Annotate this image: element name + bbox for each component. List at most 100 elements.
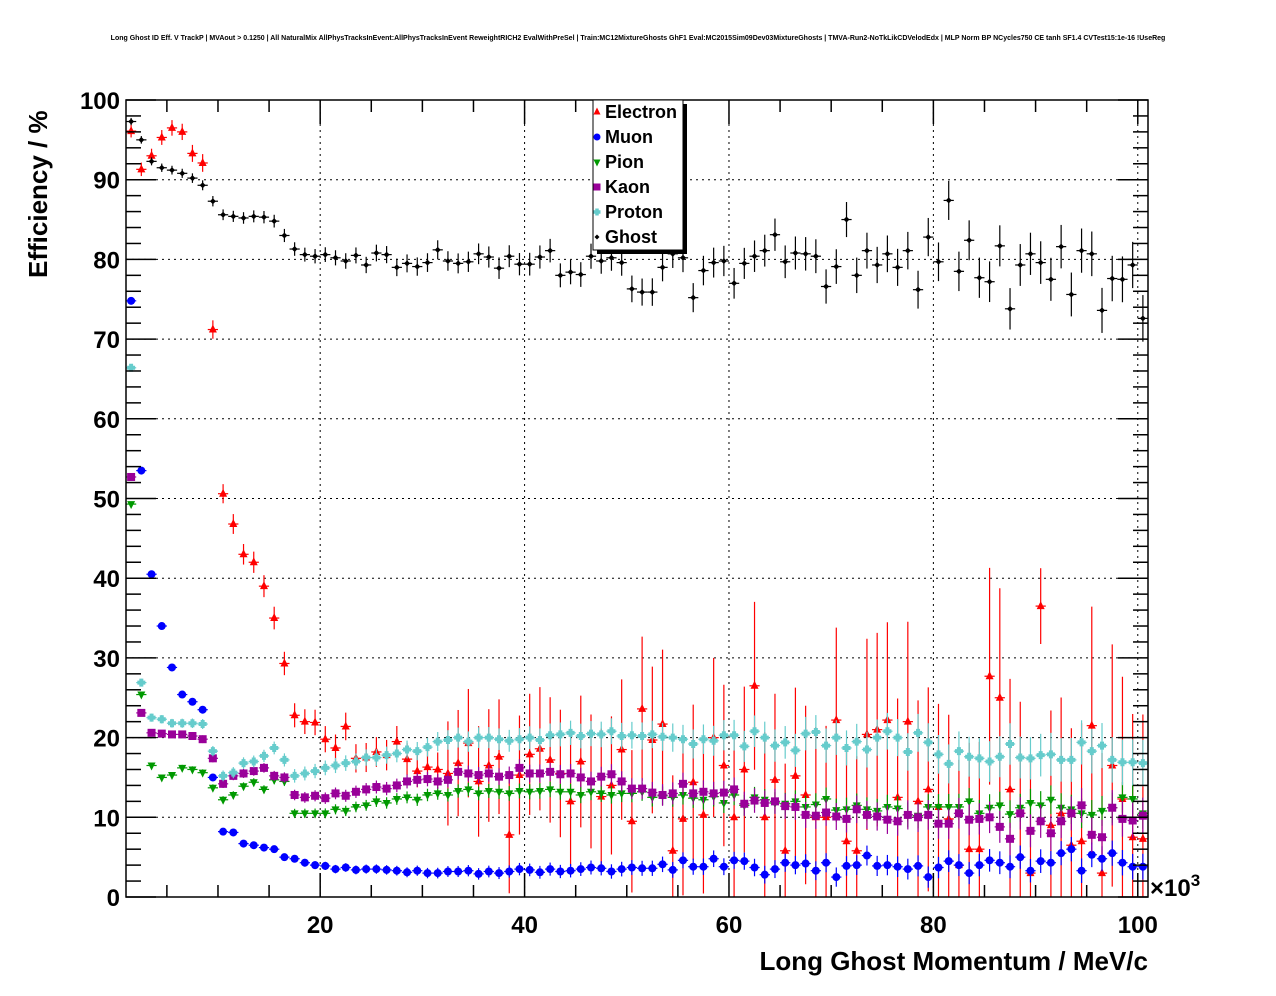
data-point-pion (300, 810, 309, 819)
data-point-kaon (188, 732, 197, 741)
data-point-proton (627, 731, 636, 740)
data-point-electron (137, 164, 146, 173)
data-point-ghost (128, 118, 135, 125)
data-point-ghost (761, 247, 768, 254)
data-point-proton (198, 720, 207, 729)
data-point-proton (638, 732, 647, 741)
data-point-kaon (985, 813, 994, 822)
data-point-pion (944, 803, 953, 812)
series-ghost (126, 117, 1148, 342)
data-point-proton (229, 768, 238, 777)
y-tick-label: 50 (93, 487, 120, 514)
data-point-kaon (719, 788, 728, 797)
data-point-proton (484, 733, 493, 742)
data-point-proton (719, 731, 728, 740)
data-point-kaon (873, 812, 882, 821)
data-point-proton (760, 733, 769, 742)
data-point-muon (965, 869, 974, 878)
y-tick-label: 0 (107, 885, 120, 912)
data-point-kaon (699, 787, 708, 796)
legend-label-pion: Pion (605, 152, 644, 172)
data-point-kaon (137, 708, 146, 717)
data-point-ghost (833, 263, 840, 270)
data-point-ghost (1047, 276, 1054, 283)
data-point-kaon (525, 769, 534, 778)
data-point-kaon (801, 810, 810, 819)
data-point-ghost (516, 261, 523, 268)
data-point-muon (648, 864, 657, 873)
data-point-muon (678, 856, 687, 865)
data-point-ghost (332, 254, 339, 261)
data-point-kaon (903, 810, 912, 819)
data-point-ghost (547, 247, 554, 254)
data-point-ghost (751, 253, 758, 260)
data-point-electron (229, 519, 238, 528)
data-point-pion (617, 790, 626, 799)
data-point-muon (1057, 849, 1066, 858)
data-point-proton (781, 738, 790, 747)
data-point-proton (208, 747, 217, 756)
data-point-ghost (915, 286, 922, 293)
y-tick-label: 10 (93, 805, 120, 832)
series-muon (126, 296, 1148, 888)
data-point-electron (607, 780, 616, 789)
data-point-ghost (536, 254, 543, 261)
data-point-proton (341, 759, 350, 768)
x-tick-labels: 20 40 60 80 100 (307, 912, 1158, 939)
data-point-muon (811, 866, 820, 875)
data-point-proton (1046, 750, 1055, 759)
data-point-muon (1006, 862, 1015, 871)
data-point-muon (873, 861, 882, 870)
data-point-kaon (1077, 801, 1086, 810)
data-point-kaon (464, 769, 473, 778)
data-point-muon (474, 869, 483, 878)
data-point-ghost (679, 254, 686, 261)
data-point-kaon (648, 788, 657, 797)
data-point-muon (730, 856, 739, 865)
data-point-proton (1118, 758, 1127, 767)
data-point-proton (403, 745, 412, 754)
data-point-muon (382, 865, 391, 874)
data-point-electron (1098, 868, 1107, 877)
data-point-proton (433, 737, 442, 746)
data-point-pion (484, 787, 493, 796)
data-point-kaon (515, 763, 524, 772)
data-point-ghost (240, 214, 247, 221)
y-tick-label: 60 (93, 407, 120, 434)
legend-marker-proton (593, 208, 601, 216)
data-point-muon (362, 865, 371, 874)
data-point-muon (178, 690, 187, 699)
data-point-proton (975, 754, 984, 763)
data-point-ghost (138, 136, 145, 143)
data-point-pion (576, 791, 585, 800)
data-point-pion (403, 794, 412, 803)
data-point-ghost (935, 258, 942, 265)
data-point-muon (259, 843, 268, 852)
data-point-kaon (219, 779, 228, 788)
data-point-ghost (649, 289, 656, 296)
data-point-ghost (1037, 259, 1044, 266)
data-point-pion (382, 799, 391, 808)
data-point-kaon (791, 802, 800, 811)
data-point-pion (1118, 794, 1127, 803)
data-point-kaon (1006, 834, 1015, 843)
data-point-muon (658, 860, 667, 869)
data-point-proton (770, 741, 779, 750)
data-point-proton (842, 743, 851, 752)
data-point-proton (382, 751, 391, 760)
x-tick-label: 20 (307, 912, 334, 939)
data-point-proton (678, 735, 687, 744)
data-point-pion (995, 802, 1004, 811)
data-point-proton (873, 733, 882, 742)
data-point-muon (535, 868, 544, 877)
data-point-kaon (423, 775, 432, 784)
series-pion (126, 501, 1148, 830)
data-point-ghost (894, 264, 901, 271)
data-point-electron (668, 845, 677, 854)
data-point-kaon (454, 767, 463, 776)
data-point-proton (658, 732, 667, 741)
data-point-muon (1016, 853, 1025, 862)
data-point-kaon (689, 789, 698, 798)
data-point-pion (505, 790, 514, 799)
legend-marker-electron (593, 107, 601, 115)
